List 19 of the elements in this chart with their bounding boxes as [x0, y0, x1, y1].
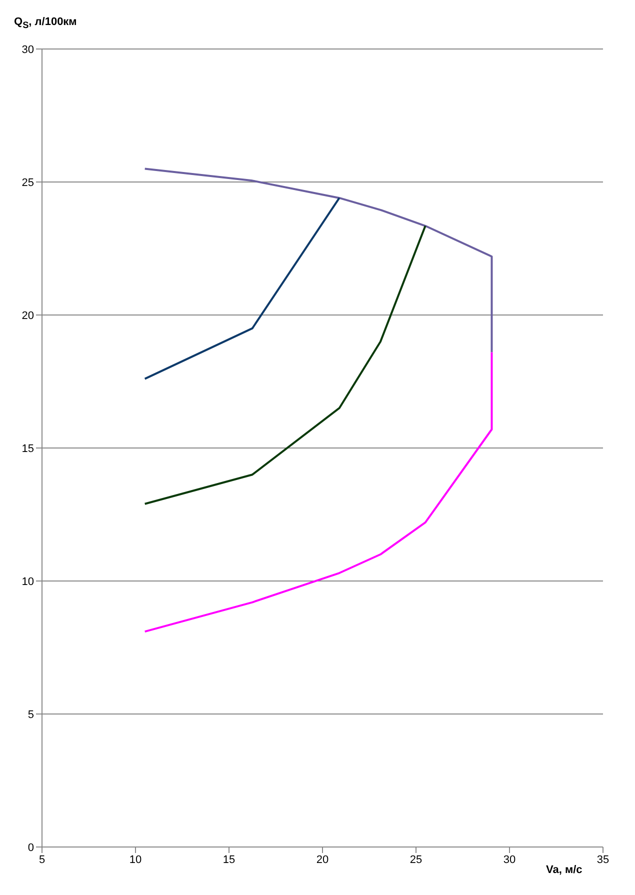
y-tick-label: 10	[22, 576, 34, 588]
x-tick-label: 25	[410, 854, 422, 866]
line-series	[144, 351, 493, 633]
x-tick-label: 30	[503, 854, 516, 866]
x-axis-title: Va, м/с	[546, 864, 582, 876]
x-tick-label: 5	[38, 854, 46, 866]
line-series	[144, 168, 493, 354]
y-axis-title: Q$_{S}$, л/100км	[14, 16, 77, 30]
y-tick-label: 30	[22, 44, 34, 56]
y-tick-label: 5	[28, 708, 34, 721]
y-tick-label: 25	[22, 176, 34, 189]
line-series	[144, 224, 426, 505]
x-tick-label: 10	[129, 854, 142, 866]
y-tick-label: 15	[22, 442, 34, 455]
x-tick-label: 35	[596, 854, 610, 866]
x-tick-label: 15	[222, 854, 236, 866]
y-tick-label: 0	[28, 842, 34, 854]
y-tick-label: 20	[22, 310, 34, 322]
x-tick-label: 20	[316, 854, 329, 866]
